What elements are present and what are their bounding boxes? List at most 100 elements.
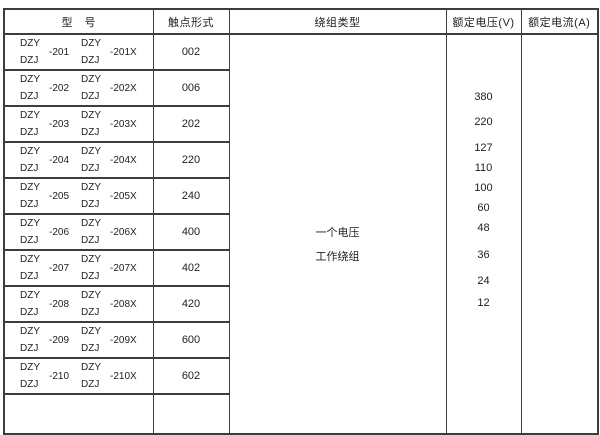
table-row: DZY DZJ -202 DZY DZJ -202X 006: [3, 69, 598, 107]
series-label: DZJ: [20, 235, 39, 246]
model-variant-x: DZY DZJ -210X: [81, 359, 137, 393]
model-cell: DZY DZJ -201 DZY DZJ -201X: [3, 33, 154, 71]
model-variant-x: DZY DZJ -203X: [81, 107, 137, 141]
model-cell: DZY DZJ -205 DZY DZJ -205X: [3, 177, 154, 215]
header-model: 型 号: [3, 8, 154, 35]
series-label: DZY: [81, 38, 102, 49]
model-variant-x: DZY DZJ -205X: [81, 179, 137, 213]
table-row: DZY DZJ -207 DZY DZJ -207X 402: [3, 249, 598, 287]
series-label: DZJ: [20, 343, 39, 354]
model-cell: DZY DZJ -204 DZY DZJ -204X: [3, 141, 154, 179]
header-winding-type: 绕组类型: [228, 8, 447, 35]
model-code: -202: [49, 82, 70, 94]
table-body: DZY DZJ -201 DZY DZJ -201X 002: [3, 33, 599, 435]
series-label: DZJ: [81, 127, 100, 138]
series-label: DZJ: [20, 307, 39, 318]
series-label: DZY: [20, 290, 40, 301]
model-variant-base: DZY DZJ -205: [20, 179, 69, 213]
model-variant-base: DZY DZJ -209: [20, 323, 69, 357]
header-rated-voltage: 额定电压(V): [445, 8, 522, 35]
model-cell: DZY DZJ -207 DZY DZJ -207X: [3, 249, 154, 287]
model-code: -202X: [110, 82, 137, 94]
winding-type-line1: 一个电压: [315, 227, 360, 239]
winding-type-line2: 工作绕组: [315, 251, 360, 263]
table-row: DZY DZJ -206 DZY DZJ -206X 400: [3, 213, 598, 251]
model-cell: DZY DZJ -210 DZY DZJ -210X: [3, 357, 154, 395]
table-row: DZY DZJ -209 DZY DZJ -209X 600: [3, 321, 598, 359]
contact-form-cell: 240: [152, 177, 230, 215]
series-label: DZJ: [81, 91, 100, 102]
series-label: DZY: [20, 182, 40, 193]
series-label: DZY: [20, 362, 40, 373]
model-code: -207: [49, 262, 70, 274]
series-label: DZJ: [20, 55, 39, 66]
series-label: DZJ: [20, 127, 39, 138]
model-code: -206X: [110, 226, 137, 238]
contact-form-cell: 006: [152, 69, 230, 107]
series-label: DZY: [81, 146, 102, 157]
model-variant-x: DZY DZJ -209X: [81, 323, 137, 357]
model-code: -210X: [110, 370, 137, 382]
contact-form-cell: 002: [152, 33, 230, 71]
series-label: DZY: [81, 218, 102, 229]
model-code: -205X: [110, 190, 137, 202]
model-code: -208: [49, 298, 70, 310]
model-variant-base: DZY DZJ -203: [20, 107, 69, 141]
model-variant-x: DZY DZJ -206X: [81, 215, 137, 249]
series-label: DZY: [20, 218, 40, 229]
contact-form-cell: 600: [152, 321, 230, 359]
model-variant-x: DZY DZJ -201X: [81, 35, 137, 69]
series-label: DZY: [20, 326, 40, 337]
rated-current-cell: [520, 33, 599, 435]
voltage-value: 220: [474, 116, 493, 128]
contact-form-cell: 402: [152, 249, 230, 287]
voltage-list: 380 220 127 110 100 60 48 36 24 12: [447, 35, 521, 313]
model-code: -204X: [110, 154, 137, 166]
model-variant-x: DZY DZJ -204X: [81, 143, 137, 177]
voltage-value: 380: [474, 91, 493, 103]
series-label: DZJ: [20, 163, 39, 174]
voltage-value: 60: [477, 202, 490, 214]
series-label: DZY: [81, 254, 102, 265]
table-row: DZY DZJ -203 DZY DZJ -203X 202: [3, 105, 598, 143]
rated-voltage-cell: 380 220 127 110 100 60 48 36 24 12: [445, 33, 522, 435]
model-code: -209X: [110, 334, 137, 346]
model-variant-x: DZY DZJ -202X: [81, 71, 137, 105]
contact-form-cell: 220: [152, 141, 230, 179]
model-code: -205: [49, 190, 70, 202]
voltage-value: 127: [474, 142, 493, 154]
contact-form-cell: 202: [152, 105, 230, 143]
series-label: DZY: [20, 146, 40, 157]
model-cell: DZY DZJ -209 DZY DZJ -209X: [3, 321, 154, 359]
model-code: -203: [49, 118, 70, 130]
series-label: DZJ: [20, 271, 39, 282]
winding-type-cell: 一个电压 工作绕组: [228, 33, 447, 435]
voltage-value: 24: [477, 275, 490, 287]
model-variant-base: DZY DZJ -202: [20, 71, 69, 105]
series-label: DZY: [20, 74, 40, 85]
model-variant-base: DZY DZJ -206: [20, 215, 69, 249]
header-contact-form: 触点形式: [152, 8, 230, 35]
model-cell: [3, 393, 154, 435]
model-variant-x: DZY DZJ -208X: [81, 287, 137, 321]
model-code: -201: [49, 46, 70, 58]
series-label: DZY: [81, 74, 102, 85]
table-row: DZY DZJ -208 DZY DZJ -208X 420: [3, 285, 598, 323]
table-row: DZY DZJ -204 DZY DZJ -204X 220: [3, 141, 598, 179]
series-label: DZY: [20, 38, 40, 49]
series-label: DZJ: [81, 199, 100, 210]
series-label: DZY: [81, 182, 102, 193]
series-label: DZJ: [81, 271, 100, 282]
model-cell: DZY DZJ -203 DZY DZJ -203X: [3, 105, 154, 143]
contact-form-cell: 420: [152, 285, 230, 323]
series-label: DZJ: [20, 379, 39, 390]
model-variant-base: DZY DZJ -204: [20, 143, 69, 177]
model-variant-base: DZY DZJ -201: [20, 35, 69, 69]
series-label: DZJ: [20, 199, 39, 210]
series-label: DZJ: [81, 55, 100, 66]
table-row: DZY DZJ -210 DZY DZJ -210X 602: [3, 357, 598, 395]
model-cell: DZY DZJ -206 DZY DZJ -206X: [3, 213, 154, 251]
voltage-value: 100: [474, 182, 493, 194]
model-code: -201X: [110, 46, 137, 58]
model-code: -204: [49, 154, 70, 166]
